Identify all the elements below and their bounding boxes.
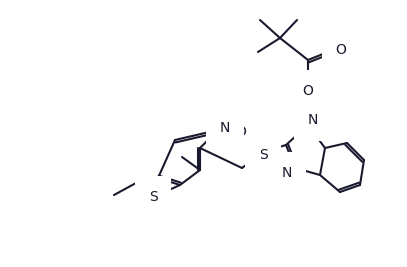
Text: S: S [258, 148, 267, 162]
Text: O: O [236, 125, 246, 139]
Text: S: S [149, 190, 158, 204]
Text: N: N [220, 121, 230, 135]
Text: O: O [302, 84, 313, 98]
Text: O: O [335, 43, 346, 57]
Text: N: N [282, 166, 292, 180]
Text: N: N [308, 113, 318, 127]
